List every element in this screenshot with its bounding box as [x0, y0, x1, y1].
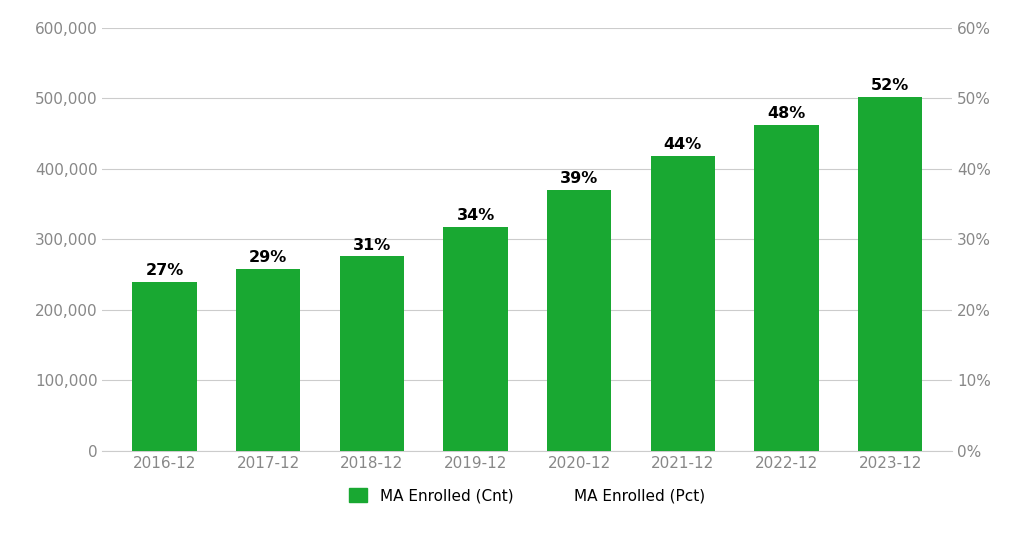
Legend: MA Enrolled (Cnt), MA Enrolled (Pct): MA Enrolled (Cnt), MA Enrolled (Pct) [342, 481, 713, 511]
Text: 39%: 39% [560, 171, 598, 186]
Bar [755, 125, 818, 451]
Bar [132, 282, 197, 451]
Text: 27%: 27% [145, 263, 183, 278]
Bar [650, 156, 715, 451]
Text: 29%: 29% [249, 250, 288, 265]
Bar [340, 256, 404, 451]
Bar [443, 227, 508, 451]
Text: 34%: 34% [457, 208, 495, 223]
Text: 31%: 31% [352, 238, 391, 252]
Text: 48%: 48% [767, 106, 806, 122]
Bar [237, 269, 300, 451]
Bar [547, 190, 611, 451]
Bar [858, 97, 923, 451]
Text: 44%: 44% [664, 138, 702, 152]
Text: 52%: 52% [871, 78, 909, 93]
